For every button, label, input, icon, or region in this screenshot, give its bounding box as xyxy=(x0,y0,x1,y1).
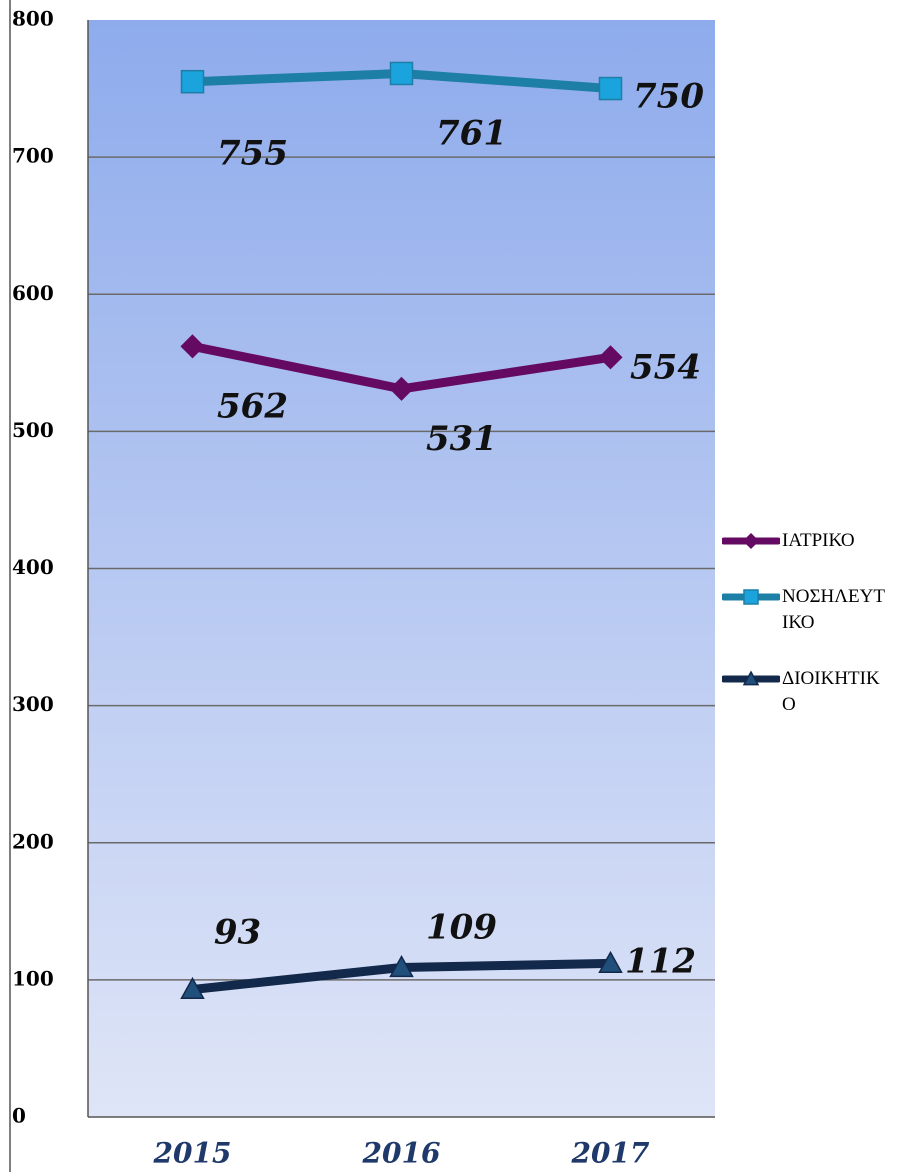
marker xyxy=(742,670,760,686)
data-label: 531 xyxy=(426,419,497,459)
data-label: 109 xyxy=(426,908,497,948)
marker xyxy=(598,950,623,973)
data-label: 761 xyxy=(436,113,507,153)
x-tick-label: 2017 xyxy=(571,1137,650,1170)
legend-label: ΝΟΣΗΛΕΥΤΙΚΟ xyxy=(782,586,885,633)
data-label: 562 xyxy=(217,386,288,426)
x-tick-label: 2015 xyxy=(153,1137,232,1170)
marker xyxy=(389,376,414,401)
y-tick-label: 800 xyxy=(12,7,54,31)
marker xyxy=(180,334,205,359)
y-tick-label: 700 xyxy=(12,144,54,168)
y-tick-label: 0 xyxy=(12,1104,26,1128)
data-label: 750 xyxy=(633,77,704,117)
legend-label: ΙΑΤΡΙΚΟ xyxy=(782,530,855,551)
marker xyxy=(742,532,760,550)
marker xyxy=(743,589,759,605)
legend-swatch xyxy=(722,589,780,605)
y-tick-label: 200 xyxy=(12,829,54,853)
marker xyxy=(598,345,623,370)
y-tick-label: 100 xyxy=(12,966,54,990)
legend-label: ΔΙΟΙΚΗΤΙΚΟ xyxy=(782,668,880,715)
marker xyxy=(389,61,414,86)
legend: ΙΑΤΡΙΚΟ ΝΟΣΗΛΕΥΤΙΚΟ ΔΙΟΙΚΗΤΙΚΟ xyxy=(722,528,918,748)
marker xyxy=(598,76,623,101)
legend-item: ΙΑΤΡΙΚΟ xyxy=(722,528,918,554)
legend-swatch xyxy=(722,670,780,686)
y-tick-label: 500 xyxy=(12,418,54,442)
data-label: 112 xyxy=(625,941,696,981)
marker xyxy=(180,69,205,94)
y-tick-label: 600 xyxy=(12,281,54,305)
marker xyxy=(389,954,414,978)
data-label: 93 xyxy=(214,912,261,952)
data-label: 554 xyxy=(630,347,701,387)
y-tick-label: 300 xyxy=(12,692,54,716)
legend-item: ΝΟΣΗΛΕΥΤΙΚΟ xyxy=(722,584,918,636)
y-tick-label: 400 xyxy=(12,555,54,579)
data-label: 755 xyxy=(217,134,288,174)
legend-item: ΔΙΟΙΚΗΤΙΚΟ xyxy=(722,666,918,718)
x-tick-label: 2016 xyxy=(362,1137,441,1170)
legend-swatch xyxy=(722,532,780,550)
marker xyxy=(180,976,205,1000)
